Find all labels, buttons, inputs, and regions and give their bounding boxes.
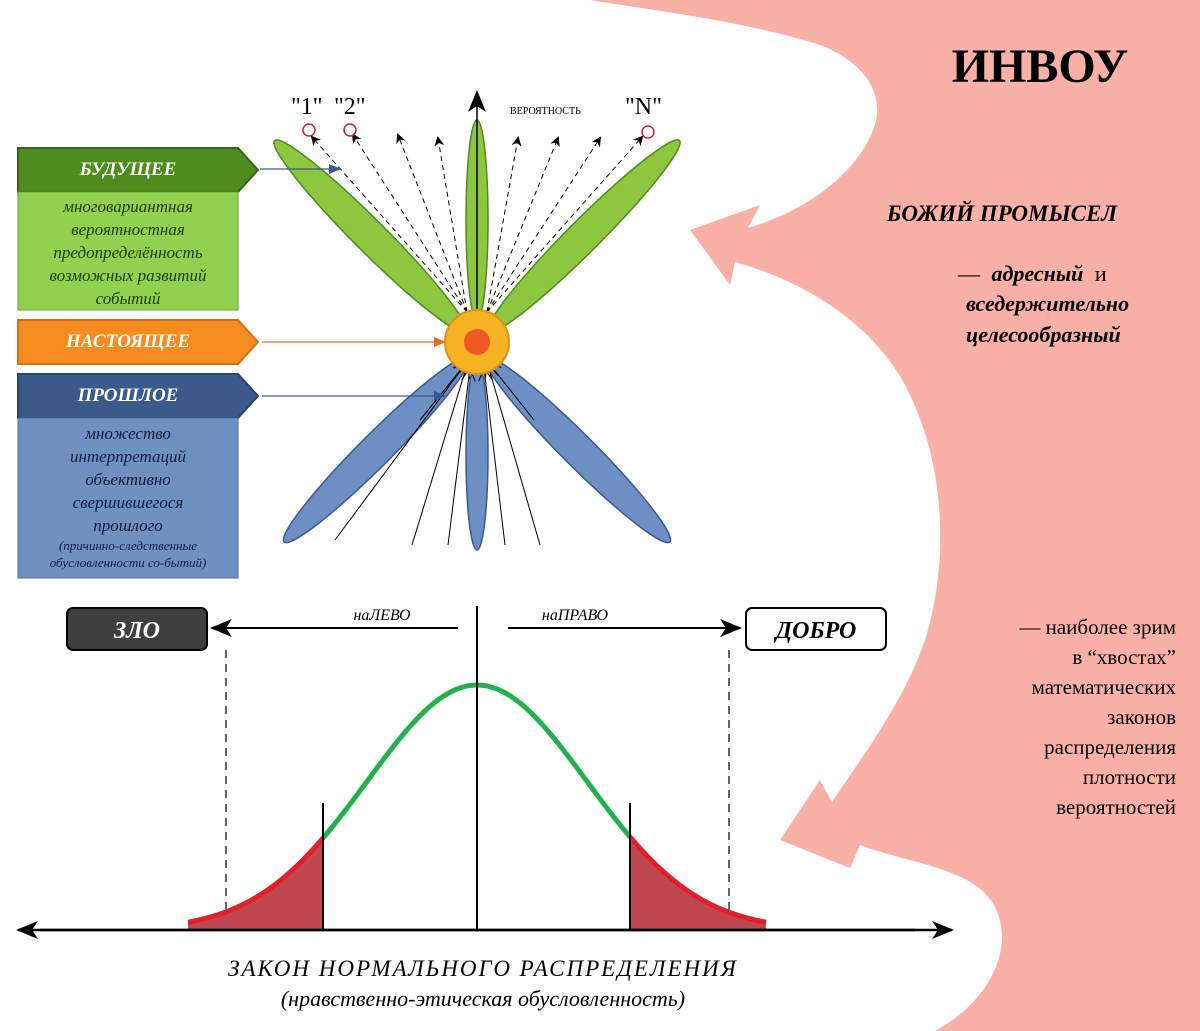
past-petal-right — [484, 356, 672, 544]
past-desc-line-5: прошлого — [93, 516, 163, 535]
time-flower: "1" "2" вероятность "N" — [273, 90, 681, 551]
present-center-dot — [464, 329, 490, 355]
fan-arrow-8 — [486, 135, 644, 313]
fan-arrow-1 — [310, 135, 468, 313]
chart-subtitle: (нравственно-этическая обусловленность) — [281, 986, 685, 1011]
chart-title: ЗАКОН НОРМАЛЬНОГО РАСПРЕДЕЛЕНИЯ — [228, 956, 738, 981]
left-direction-label: наЛЕВО — [353, 607, 411, 624]
past-desc-line-1: множество — [85, 424, 171, 443]
fan-arrow-4 — [434, 136, 468, 313]
future-title: БУДУЩЕЕ — [79, 159, 177, 180]
tails-note-line-2: в “хвостах” — [1072, 645, 1176, 669]
fan-arrow-6 — [486, 136, 560, 313]
past-desc-bg — [17, 417, 239, 579]
outcome-2-marker — [343, 123, 357, 137]
outcome-n-marker — [641, 125, 655, 139]
cause-arrow-4 — [484, 368, 506, 546]
providence-heading: БОЖИЙ ПРОМЫСЕЛ — [886, 200, 1119, 226]
cause-arrow-2 — [411, 365, 467, 546]
future-desc-line-3: предопределённость — [53, 243, 203, 262]
past-tag — [17, 373, 260, 419]
right-direction-label: наПРАВО — [542, 607, 609, 624]
outcome-1-marker — [302, 123, 316, 137]
past-petal-center — [465, 359, 489, 551]
cause-arrow-7 — [488, 362, 535, 421]
past-desc-small-1: (причинно-следственные — [58, 538, 198, 553]
cause-arrow-5 — [488, 365, 541, 546]
future-petal-left — [273, 139, 467, 333]
future-desc-line-5: событий — [95, 289, 161, 308]
past-petal-left — [282, 356, 470, 544]
tails-note-line-5: распределения — [1044, 735, 1176, 759]
outcome-1-label: "1" — [291, 94, 323, 120]
tails-note-line-7: вероятностей — [1056, 795, 1176, 819]
past-title: ПРОШЛОЕ — [77, 385, 179, 406]
fan-arrow-5 — [486, 136, 522, 313]
fan-arrow-3 — [396, 133, 468, 313]
providence-line-2: вседержительно — [966, 291, 1129, 316]
past-description: множество интерпретаций объективно сверш… — [18, 422, 238, 571]
past-desc-line-4: свершившегося — [72, 493, 184, 512]
future-description: многовариантная вероятностная предопреде… — [18, 195, 238, 310]
left-tail-area — [188, 838, 323, 930]
providence-background — [590, 0, 1200, 1031]
good-label: ДОБРО — [774, 618, 857, 644]
present-tag — [17, 319, 260, 365]
probability-fan — [310, 133, 644, 313]
tails-note-line-4: законов — [1107, 705, 1176, 729]
cause-arrow-3 — [447, 368, 470, 546]
providence-and: и — [1095, 261, 1107, 286]
fan-arrow-7 — [486, 136, 602, 313]
right-tail-curve — [628, 835, 767, 925]
past-desc-small-2: обусловленности со-бытий) — [49, 555, 207, 570]
evil-label: ЗЛО — [113, 618, 160, 644]
future-desc-line-1: многовариантная — [63, 197, 193, 216]
tails-note-line-6: плотности — [1083, 765, 1176, 789]
tails-note: — наиболее зрим в “хвостах” математическ… — [1018, 615, 1176, 819]
providence-addressed: адресный — [992, 261, 1084, 286]
right-tail-area — [630, 836, 766, 930]
past-desc-line-3: объективно — [85, 470, 171, 489]
left-tail-curve — [187, 836, 325, 925]
outcome-2-label: "2" — [334, 94, 366, 120]
future-desc-line-2: вероятностная — [71, 220, 185, 239]
normal-distribution-chart: ЗЛО ДОБРО наЛЕВО наПРАВО ЗАКОН НОРМАЛЬНО… — [16, 606, 954, 1011]
fan-arrow-2 — [351, 133, 468, 313]
tails-note-line-1: — наиболее зрим — [1018, 615, 1176, 639]
good-box — [745, 607, 887, 651]
providence-dash: — — [957, 261, 981, 286]
future-petal-right — [487, 139, 681, 333]
present-title: НАСТОЯЩЕЕ — [65, 331, 191, 352]
evil-box — [66, 607, 208, 651]
tails-note-line-3: математических — [1032, 675, 1177, 699]
probability-word: вероятность — [510, 103, 581, 118]
future-tag — [17, 147, 260, 193]
future-desc-line-4: возможных развитий — [49, 266, 207, 285]
past-desc-line-2: интерпретаций — [69, 447, 187, 466]
outcome-n-label: "N" — [625, 94, 662, 120]
providence-line-3: целесообразный — [966, 322, 1121, 347]
future-desc-bg — [17, 191, 239, 311]
providence-line-1: — адресный и — [957, 261, 1107, 286]
main-title: ИНВОУ — [952, 40, 1129, 93]
